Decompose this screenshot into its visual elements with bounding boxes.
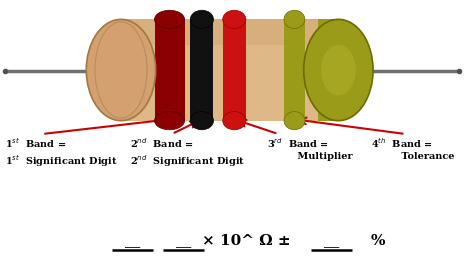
Text: 3$^{rd}$  Band =
         Multiplier: 3$^{rd}$ Band = Multiplier [267, 137, 352, 161]
Ellipse shape [191, 10, 213, 28]
Ellipse shape [284, 111, 305, 130]
Text: __: __ [324, 234, 339, 248]
Text: %: % [371, 234, 385, 248]
Text: × 10^ Ω ±: × 10^ Ω ± [201, 234, 290, 248]
Ellipse shape [304, 19, 373, 121]
Ellipse shape [86, 19, 155, 121]
FancyBboxPatch shape [318, 19, 338, 121]
Ellipse shape [155, 10, 184, 28]
FancyBboxPatch shape [284, 19, 305, 121]
Text: 1$^{st}$  Band =
1$^{st}$  Significant Digit: 1$^{st}$ Band = 1$^{st}$ Significant Dig… [5, 137, 118, 169]
FancyBboxPatch shape [155, 19, 184, 121]
Ellipse shape [191, 111, 213, 130]
FancyBboxPatch shape [223, 19, 246, 121]
Ellipse shape [321, 45, 356, 95]
FancyBboxPatch shape [191, 19, 213, 121]
FancyBboxPatch shape [121, 19, 338, 45]
FancyBboxPatch shape [121, 19, 338, 121]
Text: __: __ [125, 234, 140, 248]
Ellipse shape [284, 10, 305, 28]
Text: 4$^{th}$  Band =
         Tolerance: 4$^{th}$ Band = Tolerance [371, 137, 454, 161]
Text: __: __ [176, 234, 191, 248]
Ellipse shape [223, 10, 246, 28]
Text: 2$^{nd}$  Band =
2$^{nd}$  Significant Digit: 2$^{nd}$ Band = 2$^{nd}$ Significant Dig… [130, 137, 246, 169]
Ellipse shape [223, 111, 246, 130]
Ellipse shape [155, 111, 184, 130]
